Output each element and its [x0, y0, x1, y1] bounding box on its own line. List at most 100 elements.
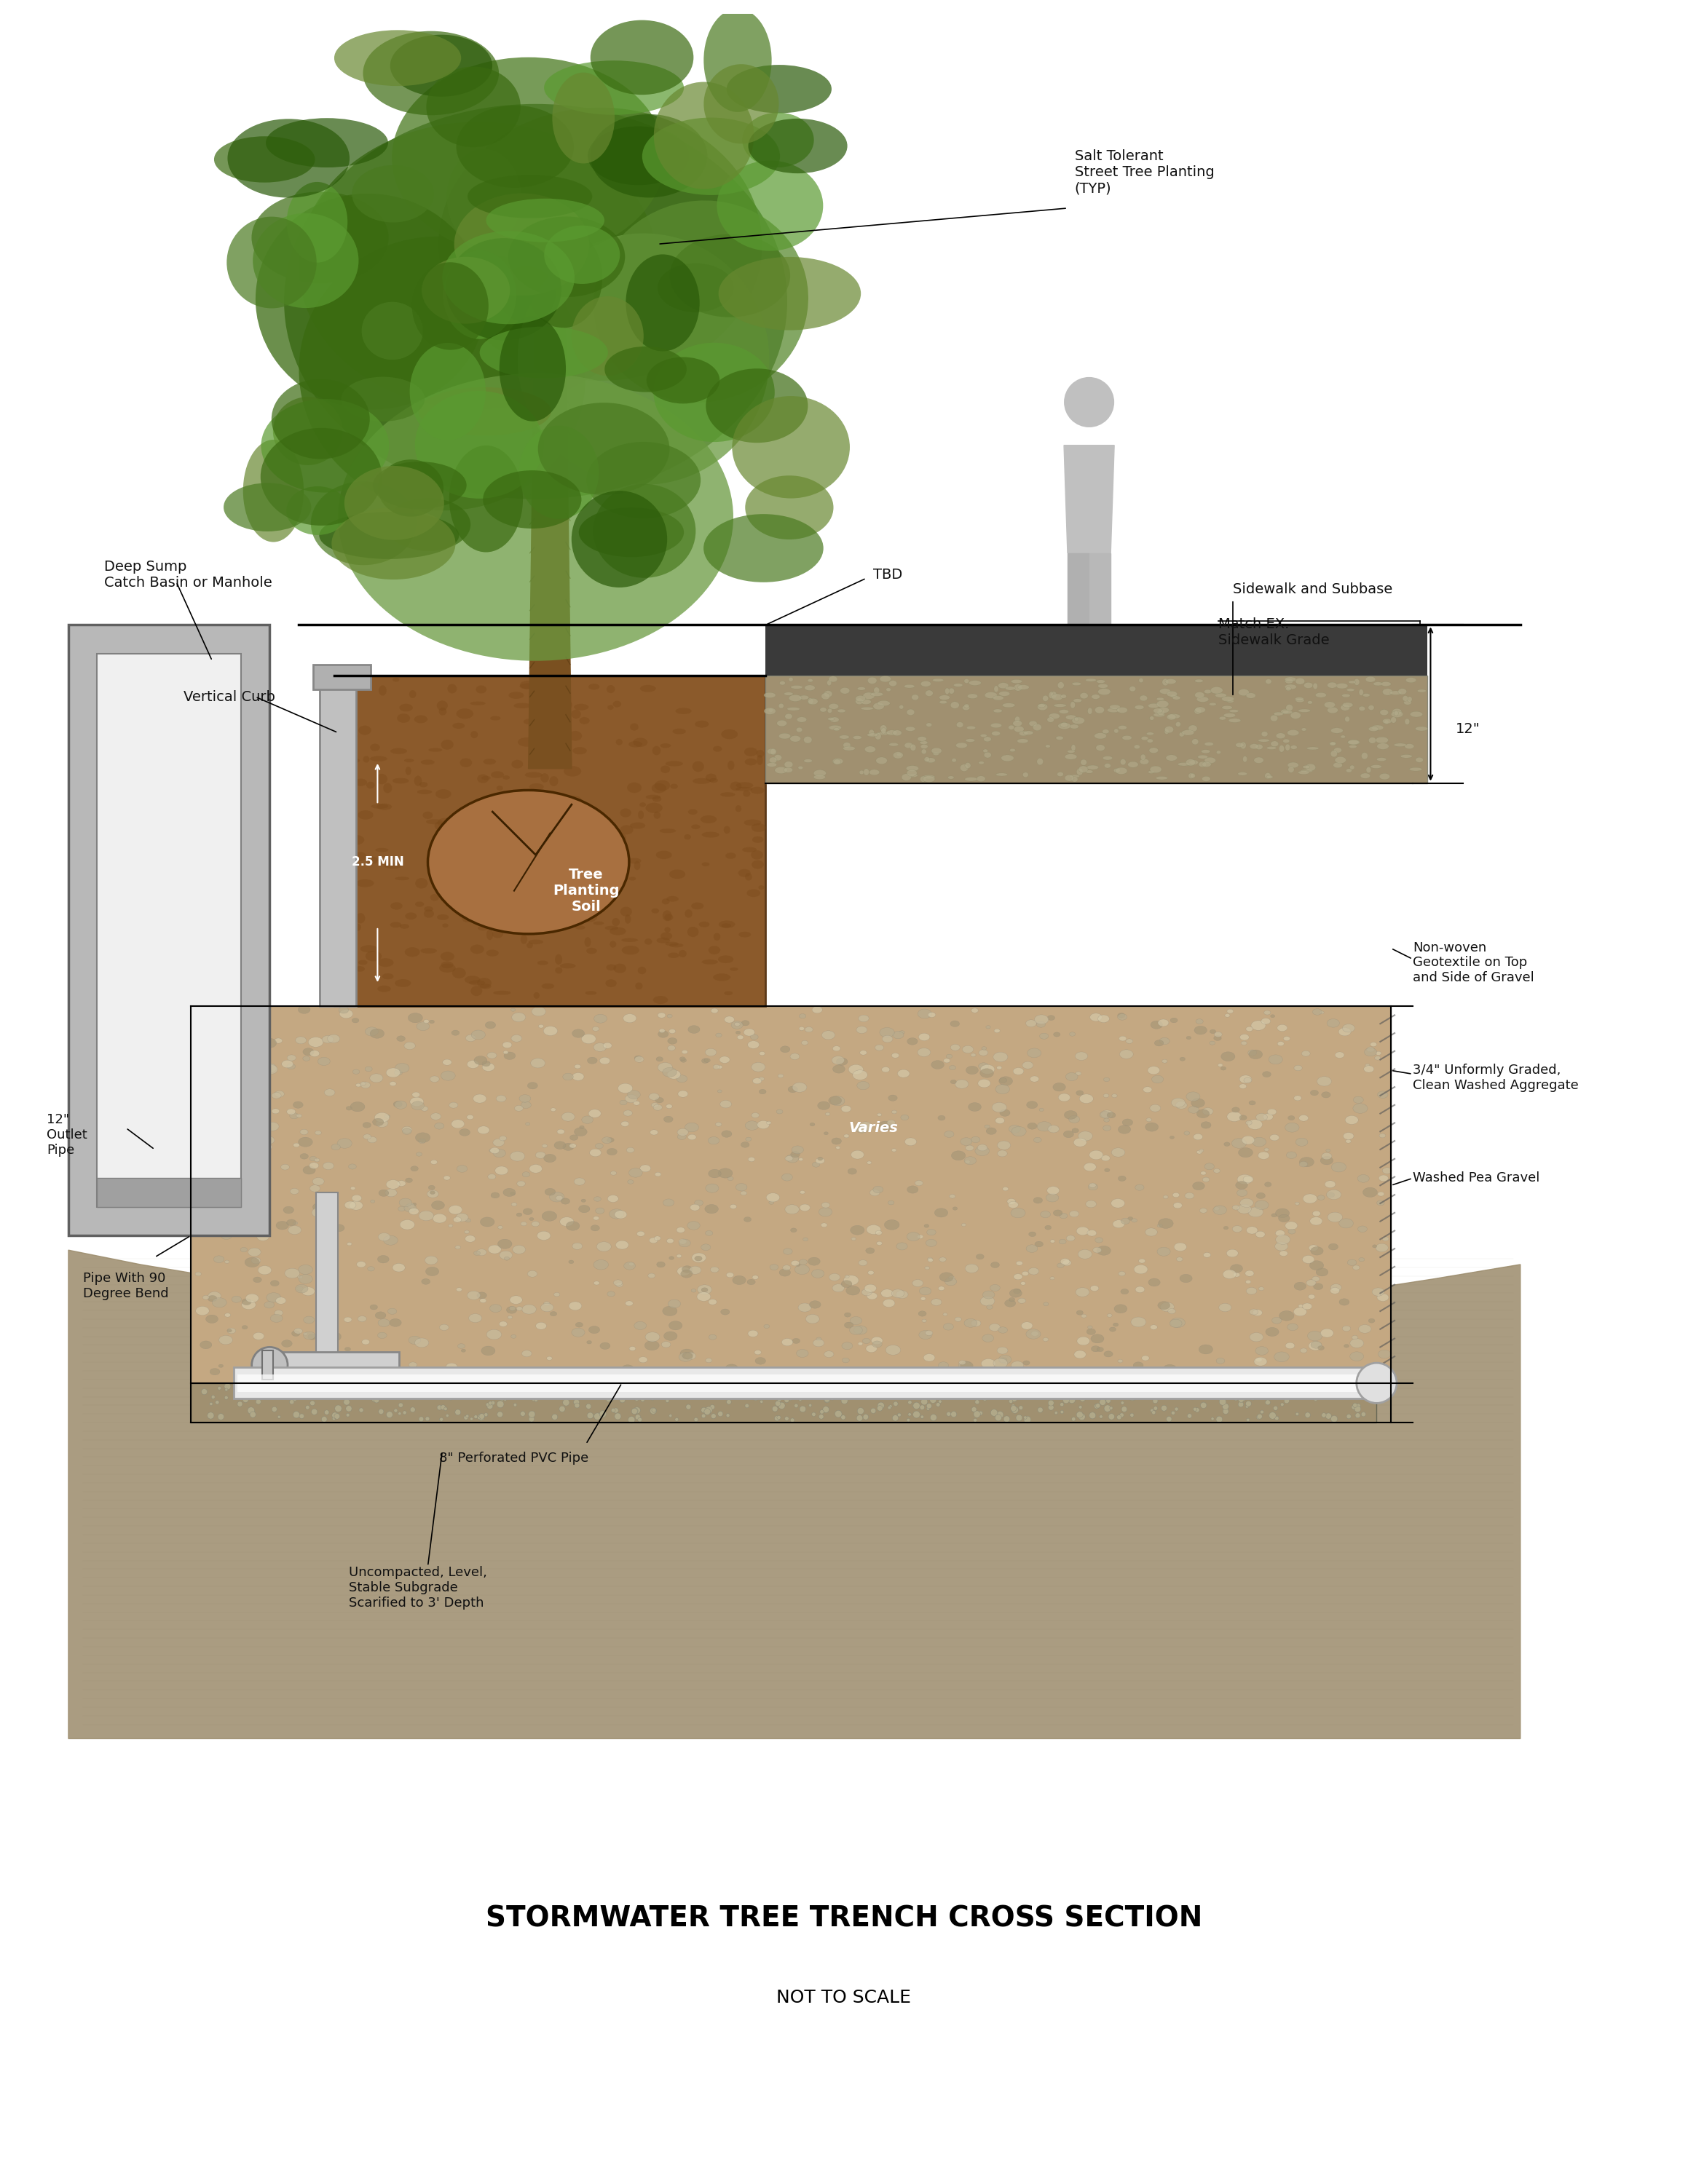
Ellipse shape: [1286, 705, 1293, 712]
Ellipse shape: [1327, 681, 1337, 688]
Ellipse shape: [1288, 1324, 1298, 1330]
Ellipse shape: [552, 882, 569, 891]
Ellipse shape: [542, 1144, 547, 1149]
Circle shape: [856, 1415, 863, 1422]
Ellipse shape: [1126, 1040, 1133, 1044]
Ellipse shape: [993, 697, 1004, 701]
Ellipse shape: [1156, 775, 1168, 780]
Ellipse shape: [1150, 1326, 1158, 1330]
Ellipse shape: [1087, 1328, 1096, 1334]
Ellipse shape: [1001, 756, 1014, 762]
Ellipse shape: [1075, 1072, 1082, 1075]
Ellipse shape: [731, 782, 741, 791]
Ellipse shape: [236, 1077, 250, 1085]
Circle shape: [847, 1385, 852, 1391]
Ellipse shape: [1308, 1245, 1318, 1251]
Ellipse shape: [655, 1173, 662, 1177]
Ellipse shape: [1040, 1107, 1043, 1112]
Ellipse shape: [316, 1291, 327, 1299]
Ellipse shape: [918, 1330, 932, 1339]
Ellipse shape: [652, 1103, 658, 1107]
Circle shape: [1355, 1404, 1361, 1409]
Ellipse shape: [751, 1112, 760, 1118]
Ellipse shape: [755, 1350, 761, 1354]
Ellipse shape: [1404, 745, 1415, 749]
Ellipse shape: [192, 1188, 208, 1197]
Ellipse shape: [719, 922, 736, 928]
Ellipse shape: [621, 1365, 633, 1374]
Ellipse shape: [766, 762, 776, 767]
Ellipse shape: [592, 1026, 599, 1031]
Ellipse shape: [939, 1286, 945, 1291]
Ellipse shape: [832, 1066, 846, 1072]
Circle shape: [790, 1417, 795, 1422]
Ellipse shape: [309, 1037, 322, 1046]
Ellipse shape: [1150, 716, 1155, 721]
Ellipse shape: [1349, 740, 1359, 745]
Circle shape: [496, 1400, 505, 1409]
Ellipse shape: [1369, 738, 1376, 743]
Circle shape: [260, 1387, 267, 1393]
Ellipse shape: [1327, 1020, 1340, 1026]
Ellipse shape: [417, 1022, 429, 1031]
Bar: [191, 1382, 1377, 1422]
Ellipse shape: [1047, 716, 1053, 723]
Ellipse shape: [579, 716, 589, 725]
Ellipse shape: [690, 1203, 701, 1210]
Ellipse shape: [635, 1057, 643, 1061]
Ellipse shape: [334, 31, 461, 85]
Circle shape: [488, 1393, 491, 1396]
Ellipse shape: [425, 1256, 437, 1265]
Ellipse shape: [736, 806, 741, 812]
Ellipse shape: [944, 1324, 954, 1330]
Ellipse shape: [300, 1129, 307, 1136]
Ellipse shape: [658, 1013, 665, 1018]
Ellipse shape: [385, 1188, 397, 1197]
Ellipse shape: [576, 1321, 582, 1328]
Ellipse shape: [851, 1238, 856, 1241]
Circle shape: [1334, 1385, 1339, 1389]
Ellipse shape: [993, 1358, 1008, 1367]
Ellipse shape: [1285, 684, 1296, 690]
Circle shape: [464, 1415, 468, 1420]
Circle shape: [1155, 1389, 1158, 1391]
Ellipse shape: [574, 1177, 586, 1186]
Bar: [766, 675, 1426, 784]
Ellipse shape: [812, 1162, 820, 1166]
Ellipse shape: [1028, 1232, 1036, 1236]
Ellipse shape: [1146, 1118, 1151, 1123]
Ellipse shape: [1160, 1302, 1175, 1313]
Ellipse shape: [478, 926, 488, 930]
Ellipse shape: [657, 1057, 663, 1061]
Ellipse shape: [1063, 378, 1114, 428]
Ellipse shape: [1361, 753, 1367, 760]
Ellipse shape: [623, 1109, 633, 1116]
Ellipse shape: [1322, 1092, 1330, 1099]
Ellipse shape: [1232, 1225, 1242, 1232]
Ellipse shape: [999, 1358, 1008, 1363]
Ellipse shape: [1080, 760, 1087, 764]
Ellipse shape: [981, 1068, 994, 1077]
Circle shape: [1246, 1404, 1249, 1409]
Circle shape: [832, 1385, 837, 1391]
Ellipse shape: [216, 1101, 225, 1105]
Ellipse shape: [302, 1048, 314, 1055]
Ellipse shape: [849, 1317, 863, 1326]
Circle shape: [594, 1413, 601, 1420]
Circle shape: [1096, 1404, 1101, 1409]
Ellipse shape: [1337, 684, 1349, 688]
Circle shape: [491, 1400, 495, 1404]
Ellipse shape: [336, 802, 353, 808]
Ellipse shape: [1219, 716, 1225, 721]
Ellipse shape: [275, 1310, 284, 1315]
Ellipse shape: [486, 893, 500, 902]
Ellipse shape: [572, 491, 667, 587]
Ellipse shape: [223, 483, 311, 531]
Ellipse shape: [1269, 1055, 1283, 1064]
Ellipse shape: [549, 874, 554, 885]
Ellipse shape: [1094, 734, 1107, 738]
Ellipse shape: [908, 773, 918, 778]
Text: 12": 12": [1455, 723, 1480, 736]
Ellipse shape: [527, 880, 544, 889]
Ellipse shape: [1256, 1192, 1266, 1199]
